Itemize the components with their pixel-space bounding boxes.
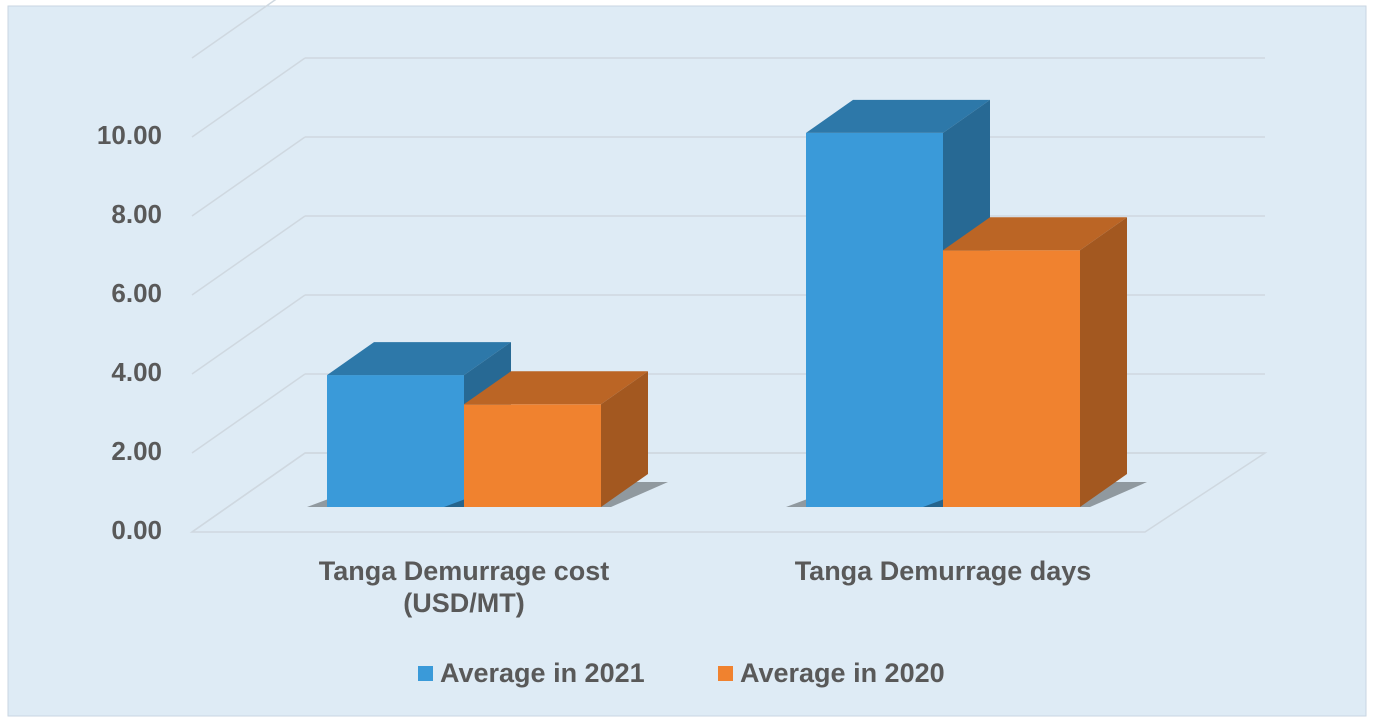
bar-side [1080,217,1127,507]
grid-line [191,57,306,138]
grid-line [191,136,306,217]
wall-top [191,0,277,59]
bar-side [601,371,648,507]
y-tick-label: 2.00 [111,436,162,466]
x-tick-label: Tanga Demurrage cost (USD/MT) [318,556,610,618]
legend-label: Average in 2020 [740,658,945,688]
y-tick-label: 6.00 [111,278,162,308]
legend-swatch [718,666,733,681]
grid-line [191,294,306,375]
grid-line [191,452,306,533]
y-tick-label: 0.00 [111,515,162,545]
bar [806,132,943,507]
bar [464,404,601,507]
bar-top [327,342,511,376]
legend-label: Average in 2021 [440,658,645,688]
x-tick-label: Tanga Demurrage days [794,556,1092,586]
grid-line [191,373,306,454]
bar [327,375,464,507]
y-tick-label: 4.00 [111,357,162,387]
grid-line [191,215,306,296]
bar-top [464,371,648,405]
y-tick-label: 8.00 [111,199,162,229]
y-tick-label: 10.00 [97,120,162,150]
bar-top [806,99,990,133]
bar-top [943,217,1127,251]
legend-swatch [418,666,433,681]
chart-background [7,5,1367,717]
bar [943,250,1080,507]
